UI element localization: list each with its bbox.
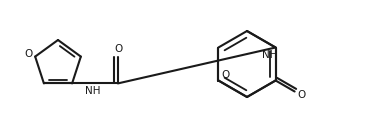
Text: NH: NH <box>262 50 277 61</box>
Text: O: O <box>221 70 229 81</box>
Text: O: O <box>24 49 32 59</box>
Text: NH: NH <box>85 86 101 96</box>
Text: O: O <box>298 90 306 101</box>
Text: O: O <box>115 44 123 54</box>
